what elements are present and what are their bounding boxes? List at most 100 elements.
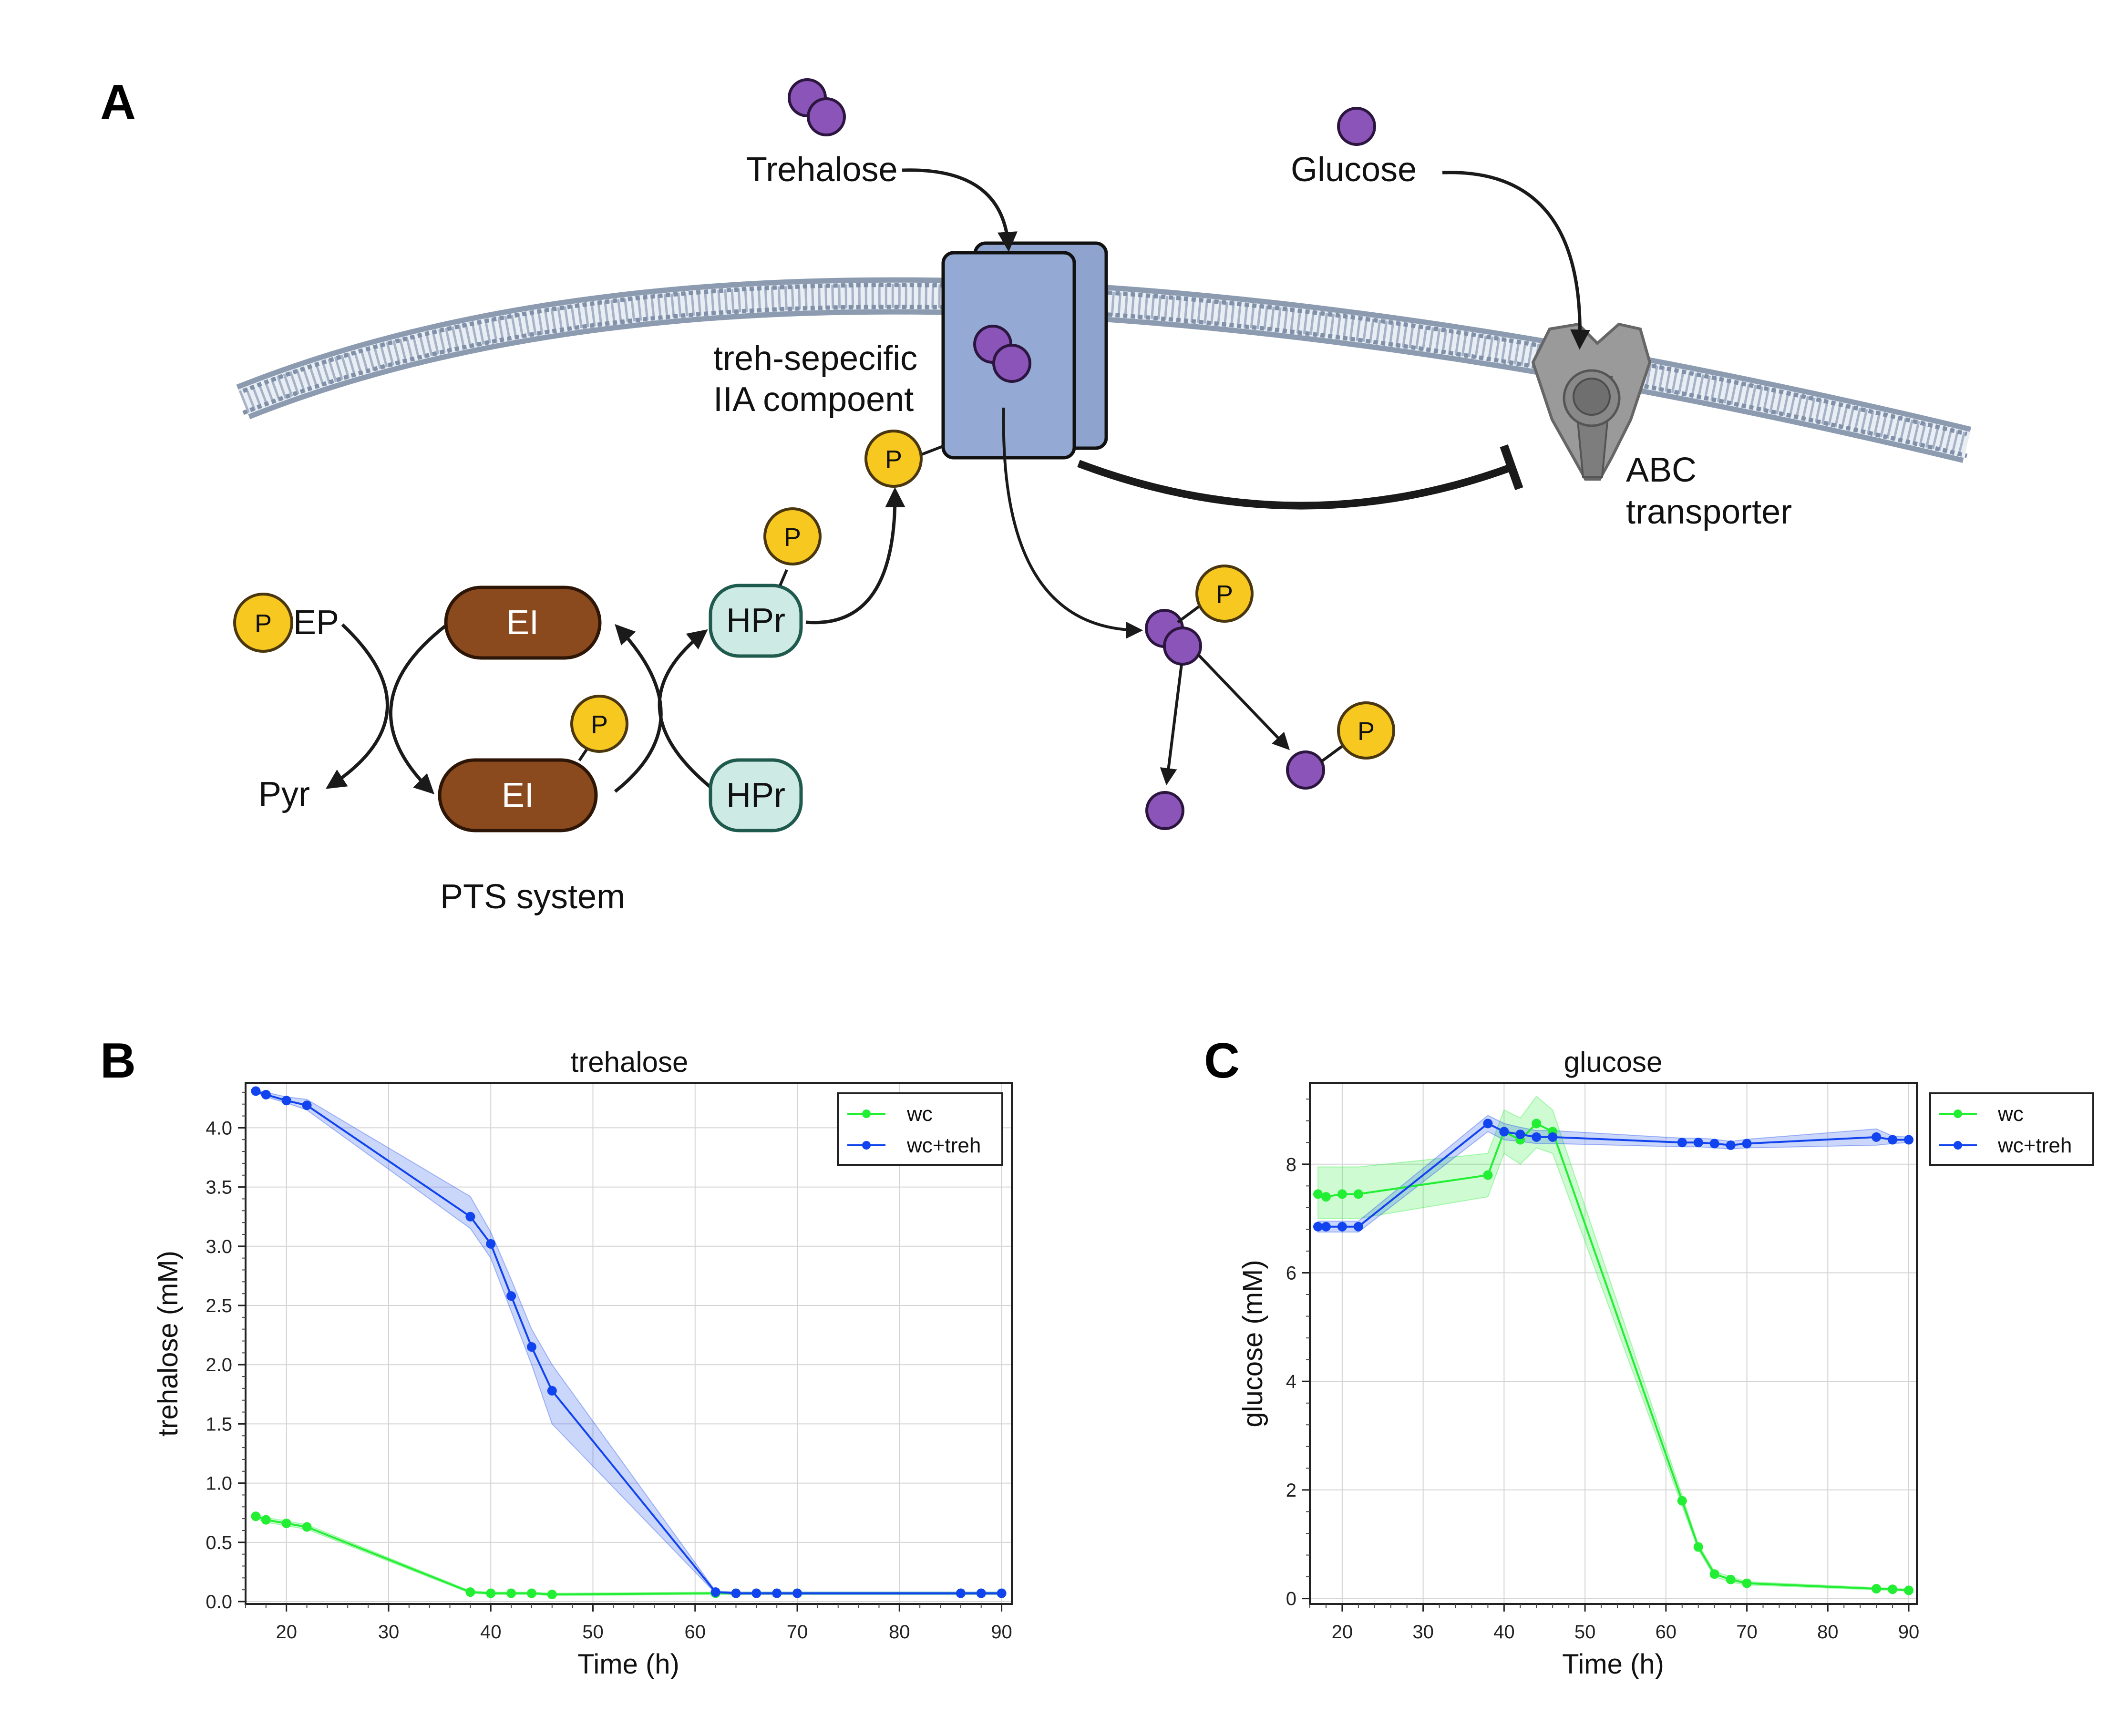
x-tick-label: 30 bbox=[378, 1622, 400, 1643]
data-point bbox=[1532, 1132, 1542, 1142]
data-point bbox=[1321, 1192, 1331, 1202]
data-point bbox=[526, 1342, 536, 1352]
data-point bbox=[1872, 1132, 1882, 1142]
x-tick-label: 90 bbox=[1898, 1622, 1920, 1643]
chart-lines bbox=[255, 1090, 1002, 1596]
ei-phosphate-label: P bbox=[591, 710, 608, 739]
y-tick-label: 4 bbox=[1286, 1371, 1296, 1392]
pep-phosphate-label: P bbox=[255, 609, 272, 638]
x-tick-label: 20 bbox=[276, 1622, 297, 1643]
y-axis-ticks: 0 2 4 6 8 bbox=[1286, 1099, 1310, 1610]
data-point bbox=[1321, 1222, 1331, 1232]
x-axis-label: Time (h) bbox=[577, 1649, 679, 1680]
y-tick-label: 4.0 bbox=[206, 1118, 232, 1139]
y-tick-label: 3.0 bbox=[206, 1236, 232, 1257]
data-point bbox=[1693, 1138, 1703, 1148]
y-tick-label: 8 bbox=[1286, 1154, 1296, 1175]
data-point bbox=[506, 1588, 516, 1598]
data-point bbox=[1693, 1542, 1703, 1552]
data-point bbox=[465, 1587, 475, 1597]
panel-label-b: B bbox=[100, 1033, 136, 1089]
inhibition-line bbox=[1077, 460, 1513, 510]
pep-phosphate bbox=[233, 593, 293, 653]
ei-phosphate bbox=[570, 695, 628, 753]
x-axis-label: Time (h) bbox=[1562, 1649, 1664, 1680]
legend-label-wc: wc bbox=[1997, 1102, 2024, 1126]
hpr-phosphate-link bbox=[779, 569, 788, 586]
data-point bbox=[1548, 1132, 1558, 1142]
data-point bbox=[1483, 1170, 1493, 1180]
hydrolysis-arrow-glucose-phosphate bbox=[1196, 653, 1290, 750]
inhibition-bar bbox=[1500, 444, 1523, 491]
data-point bbox=[1515, 1130, 1525, 1140]
data-point bbox=[731, 1588, 741, 1598]
glucose-label: Glucose bbox=[1291, 151, 1417, 189]
legend-label-wc-treh: wc+treh bbox=[906, 1134, 981, 1157]
plot-frame bbox=[1309, 1082, 1918, 1605]
x-tick-label: 80 bbox=[1817, 1622, 1839, 1643]
data-point bbox=[547, 1386, 557, 1396]
ei-phosphorylated-label: EI bbox=[502, 776, 534, 814]
hpr-label: HPr bbox=[726, 776, 785, 814]
data-point bbox=[710, 1587, 720, 1597]
data-point bbox=[465, 1212, 475, 1222]
panel-a: A Trehalose Glucose bbox=[100, 75, 1972, 916]
y-tick-label: 2.0 bbox=[206, 1355, 232, 1376]
trehalose-uptake-arrow bbox=[902, 168, 1018, 252]
data-point bbox=[281, 1096, 291, 1106]
iia-component-label-line2: IIA compoent bbox=[713, 380, 914, 419]
iia-phosphate-label: P bbox=[885, 445, 902, 474]
trehalose-sugar-in-channel-2 bbox=[992, 344, 1031, 383]
chart-grid bbox=[246, 1083, 1012, 1604]
hpr-protein bbox=[709, 758, 803, 832]
data-point bbox=[772, 1588, 782, 1598]
chart-legend: wc wc+treh bbox=[1929, 1092, 2094, 1166]
series-line-wc bbox=[255, 1515, 1002, 1596]
confidence-band-wc bbox=[255, 1513, 1002, 1596]
x-tick-label: 40 bbox=[1493, 1622, 1515, 1643]
data-point bbox=[1742, 1139, 1752, 1149]
data-point bbox=[1337, 1189, 1347, 1199]
hpr-phosphorylation-arrow bbox=[658, 629, 714, 791]
x-tick-label: 60 bbox=[1656, 1622, 1677, 1643]
data-point bbox=[1888, 1584, 1898, 1594]
legend-label-wc: wc bbox=[906, 1102, 933, 1126]
glucose-phosphate-group bbox=[1337, 701, 1395, 760]
y-axis-label: glucose (mM) bbox=[1237, 1260, 1268, 1427]
hpr-phosphate-label: P bbox=[784, 523, 801, 552]
legend-box bbox=[1929, 1092, 2094, 1166]
data-point bbox=[1904, 1135, 1914, 1145]
glucose-sugar bbox=[1337, 107, 1376, 146]
data-point bbox=[281, 1519, 291, 1529]
trehalose-phosphate-link bbox=[1177, 603, 1203, 624]
iia-component-label-line1: treh-sepecific bbox=[713, 339, 917, 378]
chart-grid bbox=[1310, 1083, 1917, 1604]
chart-points bbox=[1313, 1119, 1914, 1595]
y-tick-label: 2.5 bbox=[206, 1295, 232, 1316]
pyruvate-label: Pyr bbox=[258, 775, 310, 813]
chart-title: glucose bbox=[1564, 1046, 1663, 1078]
data-point bbox=[547, 1590, 557, 1600]
series-line-wc-treh bbox=[255, 1090, 1002, 1594]
x-tick-label: 40 bbox=[480, 1622, 502, 1643]
pep-to-pyruvate-arrow bbox=[325, 623, 389, 789]
data-point bbox=[1499, 1127, 1509, 1137]
panel-b: B trehalose 20 30 40 50 60 70 80 90 0.0 0.5 1.0 1.… bbox=[100, 1033, 1013, 1680]
data-point bbox=[1337, 1222, 1347, 1232]
y-tick-label: 1.0 bbox=[206, 1473, 232, 1494]
abc-transporter bbox=[1531, 322, 1652, 481]
ei-phosphorylated-enzyme bbox=[438, 758, 598, 832]
x-tick-label: 50 bbox=[582, 1622, 604, 1643]
glucose-phosphate-sugar bbox=[1286, 750, 1325, 790]
legend-marker-wc bbox=[862, 1109, 871, 1118]
data-point bbox=[1888, 1135, 1898, 1145]
trehalose-label: Trehalose bbox=[746, 151, 898, 189]
trehalose-phosphate-group bbox=[1195, 565, 1254, 623]
hydrolysis-arrow-glucose bbox=[1160, 664, 1183, 786]
trehalose-phosphate-group-label: P bbox=[1216, 580, 1233, 609]
data-point bbox=[526, 1588, 536, 1598]
data-point bbox=[1742, 1578, 1752, 1588]
data-point bbox=[251, 1086, 261, 1096]
abc-transporter-label-line1: ABC bbox=[1626, 451, 1697, 489]
